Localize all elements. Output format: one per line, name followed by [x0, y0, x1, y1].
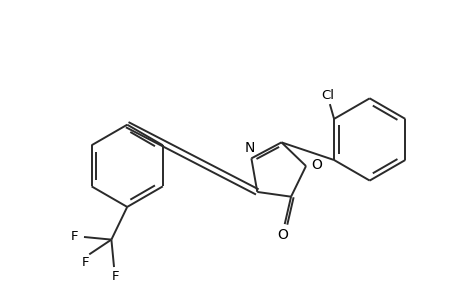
- Text: Cl: Cl: [320, 89, 334, 102]
- Text: F: F: [71, 230, 78, 244]
- Text: F: F: [82, 256, 89, 269]
- Text: N: N: [244, 141, 254, 155]
- Text: O: O: [277, 228, 287, 242]
- Text: O: O: [310, 158, 321, 172]
- Text: F: F: [111, 270, 118, 283]
